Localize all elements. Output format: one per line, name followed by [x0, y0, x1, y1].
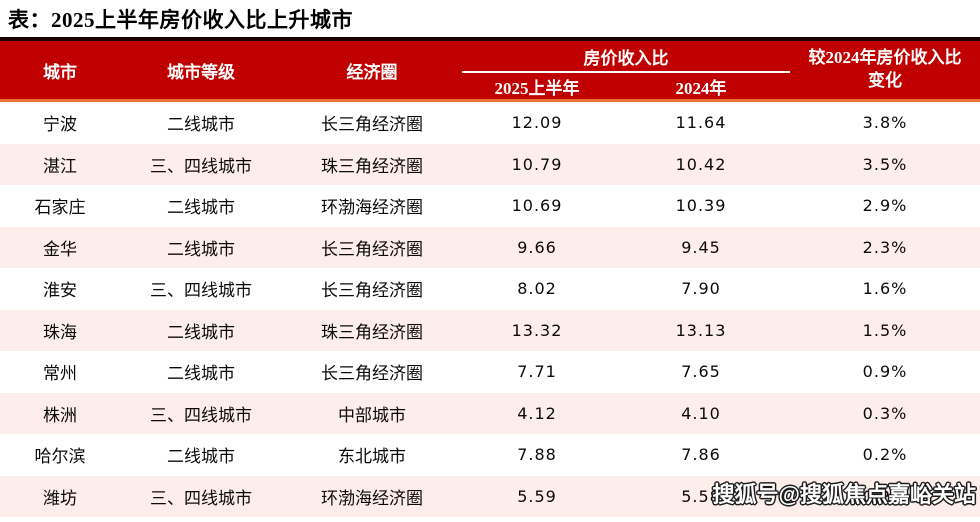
cell-region: 长三角经济圈	[282, 100, 462, 144]
table-row: 宁波 二线城市 长三角经济圈 12.09 11.64 3.8%	[0, 100, 980, 144]
cell-change: 0.9%	[790, 351, 980, 393]
table-row: 株洲 三、四线城市 中部城市 4.12 4.10 0.3%	[0, 392, 980, 434]
cell-ratio-2024: 5.58	[612, 475, 790, 517]
cell-city: 宁波	[0, 100, 120, 144]
cell-tier: 三、四线城市	[120, 475, 282, 517]
cell-city: 珠海	[0, 309, 120, 351]
cell-ratio-2024: 10.42	[612, 143, 790, 185]
cell-region: 长三角经济圈	[282, 268, 462, 310]
cell-change: 1.6%	[790, 268, 980, 310]
cell-region: 长三角经济圈	[282, 226, 462, 268]
cell-change: 0.2%	[790, 434, 980, 476]
cell-region: 环渤海经济圈	[282, 185, 462, 227]
cell-ratio-2025h1: 13.32	[462, 309, 612, 351]
table-row: 金华 二线城市 长三角经济圈 9.66 9.45 2.3%	[0, 226, 980, 268]
table-row: 淮安 三、四线城市 长三角经济圈 8.02 7.90 1.6%	[0, 268, 980, 310]
cell-ratio-2024: 10.39	[612, 185, 790, 227]
col-header-2025h1: 2025上半年	[462, 72, 612, 101]
cell-ratio-2024: 4.10	[612, 392, 790, 434]
cell-ratio-2025h1: 10.69	[462, 185, 612, 227]
cell-change: 0.3%	[790, 392, 980, 434]
data-table: 城市 城市等级 经济圈 房价收入比 较2024年房价收入比变化 2025上半年 …	[0, 37, 980, 517]
cell-ratio-2024: 7.90	[612, 268, 790, 310]
cell-ratio-2025h1: 10.79	[462, 143, 612, 185]
col-header-city: 城市	[0, 39, 120, 101]
watermark: 搜狐号@搜狐焦点嘉峪关站	[712, 482, 976, 507]
cell-ratio-2025h1: 12.09	[462, 100, 612, 144]
cell-tier: 三、四线城市	[120, 268, 282, 310]
table-row: 石家庄 二线城市 环渤海经济圈 10.69 10.39 2.9%	[0, 185, 980, 227]
table-header: 城市 城市等级 经济圈 房价收入比 较2024年房价收入比变化 2025上半年 …	[0, 39, 980, 101]
cell-city: 金华	[0, 226, 120, 268]
cell-change: 1.5%	[790, 309, 980, 351]
cell-ratio-2024: 11.64	[612, 100, 790, 144]
cell-change: 3.8%	[790, 100, 980, 144]
table-row: 哈尔滨 二线城市 东北城市 7.88 7.86 0.2%	[0, 434, 980, 476]
table-row: 常州 二线城市 长三角经济圈 7.71 7.65 0.9%	[0, 351, 980, 393]
cell-region: 长三角经济圈	[282, 351, 462, 393]
cell-tier: 三、四线城市	[120, 392, 282, 434]
col-header-change-label: 较2024年房价收入比变化	[808, 48, 962, 90]
cell-ratio-2025h1: 7.71	[462, 351, 612, 393]
cell-change: 0.2%	[790, 475, 980, 517]
cell-city: 湛江	[0, 143, 120, 185]
cell-ratio-2024: 7.65	[612, 351, 790, 393]
cell-city: 哈尔滨	[0, 434, 120, 476]
cell-region: 中部城市	[282, 392, 462, 434]
cell-ratio-2024: 7.86	[612, 434, 790, 476]
cell-ratio-2024: 13.13	[612, 309, 790, 351]
cell-ratio-2025h1: 4.12	[462, 392, 612, 434]
cell-tier: 二线城市	[120, 434, 282, 476]
table-title: 表：2025上半年房价收入比上升城市	[8, 7, 353, 32]
col-header-change: 较2024年房价收入比变化	[790, 39, 980, 101]
cell-tier: 二线城市	[120, 185, 282, 227]
cell-city: 株洲	[0, 392, 120, 434]
cell-city: 潍坊	[0, 475, 120, 517]
cell-region: 环渤海经济圈	[282, 475, 462, 517]
cell-ratio-2025h1: 9.66	[462, 226, 612, 268]
cell-ratio-2025h1: 8.02	[462, 268, 612, 310]
cell-ratio-2024: 9.45	[612, 226, 790, 268]
cell-city: 石家庄	[0, 185, 120, 227]
cell-region: 东北城市	[282, 434, 462, 476]
cell-region: 珠三角经济圈	[282, 143, 462, 185]
cell-tier: 二线城市	[120, 351, 282, 393]
cell-tier: 二线城市	[120, 226, 282, 268]
table-row: 潍坊 三、四线城市 环渤海经济圈 5.59 5.58 0.2%	[0, 475, 980, 517]
col-header-2024: 2024年	[612, 72, 790, 101]
cell-tier: 三、四线城市	[120, 143, 282, 185]
cell-change: 2.3%	[790, 226, 980, 268]
col-header-region: 经济圈	[282, 39, 462, 101]
cell-ratio-2025h1: 5.59	[462, 475, 612, 517]
cell-city: 淮安	[0, 268, 120, 310]
table-body: 宁波 二线城市 长三角经济圈 12.09 11.64 3.8% 湛江 三、四线城市 珠三角经济圈…	[0, 100, 980, 517]
cell-region: 珠三角经济圈	[282, 309, 462, 351]
cell-ratio-2025h1: 7.88	[462, 434, 612, 476]
table-row: 珠海 二线城市 珠三角经济圈 13.32 13.13 1.5%	[0, 309, 980, 351]
cell-change: 2.9%	[790, 185, 980, 227]
col-header-ratio-group: 房价收入比	[462, 39, 790, 73]
col-header-tier: 城市等级	[120, 39, 282, 101]
cell-tier: 二线城市	[120, 309, 282, 351]
cell-change: 3.5%	[790, 143, 980, 185]
cell-city: 常州	[0, 351, 120, 393]
cell-tier: 二线城市	[120, 100, 282, 144]
table-row: 湛江 三、四线城市 珠三角经济圈 10.79 10.42 3.5%	[0, 143, 980, 185]
